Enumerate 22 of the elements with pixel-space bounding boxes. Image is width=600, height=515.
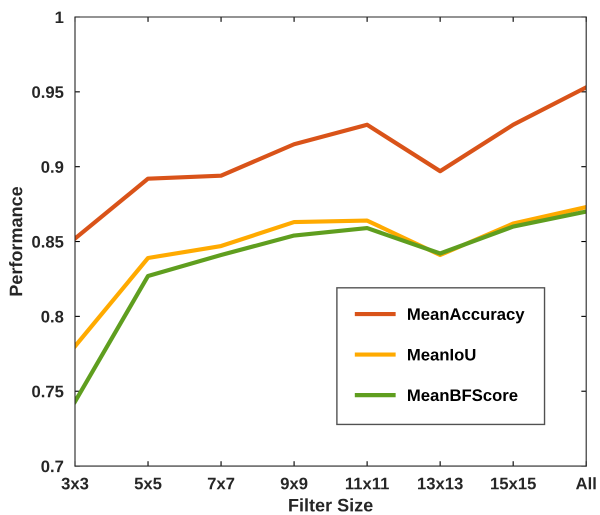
x-tick-label: 7x7 bbox=[208, 478, 234, 490]
y-tick-label: 0.7 bbox=[41, 460, 64, 472]
y-tick-label: 1 bbox=[56, 12, 64, 24]
legend-label: MeanBFScore bbox=[408, 389, 518, 402]
legend-label: MeanIoU bbox=[408, 348, 476, 361]
line-series bbox=[75, 210, 586, 404]
y-tick-label: 0.85 bbox=[32, 236, 64, 248]
x-tick-label: 5x5 bbox=[134, 478, 162, 490]
x-tick-label: 15x15 bbox=[491, 478, 536, 490]
x-tick-label: 13x13 bbox=[418, 478, 463, 490]
x-tick-label: 3x3 bbox=[61, 478, 88, 490]
y-tick-label: 0.95 bbox=[32, 86, 64, 98]
x-axis-title: Filter Size bbox=[289, 498, 373, 512]
y-tick-label: 0.9 bbox=[41, 161, 64, 173]
x-tick-label: All bbox=[576, 477, 596, 490]
x-tick-label: 9x9 bbox=[280, 478, 308, 490]
legend-label: MeanAccuracy bbox=[408, 308, 524, 324]
x-tick-label: 11x11 bbox=[346, 478, 389, 490]
line-series bbox=[75, 85, 586, 241]
y-tick-label: 0.75 bbox=[32, 386, 64, 398]
y-axis-title: Performance bbox=[9, 186, 22, 296]
y-tick-label: 0.8 bbox=[41, 310, 64, 323]
